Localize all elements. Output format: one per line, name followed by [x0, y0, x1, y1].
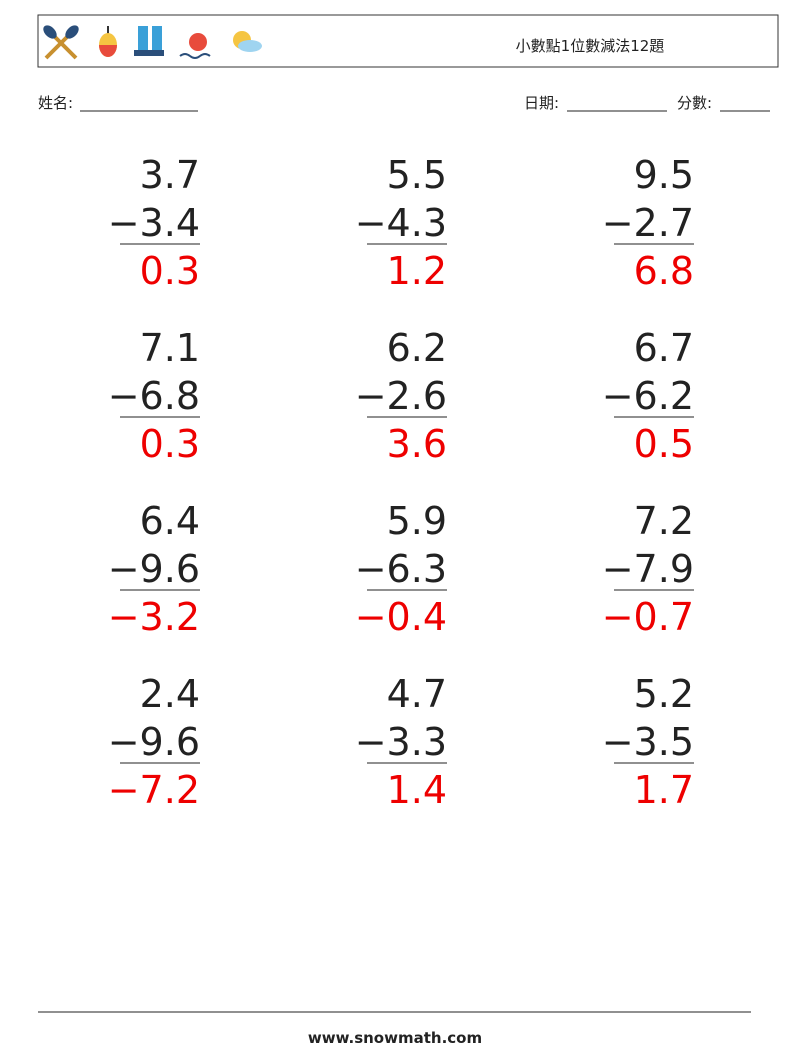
- problem-answer: 1.7: [634, 768, 694, 812]
- problem-bottom: −2.6: [355, 374, 447, 418]
- problem-answer: −0.4: [355, 595, 447, 639]
- date-label: 日期:: [524, 94, 559, 112]
- problem-answer: 3.6: [387, 422, 447, 466]
- problem-answer: −3.2: [108, 595, 200, 639]
- title: 小數點1位數減法12題: [516, 37, 665, 55]
- problem-answer: 1.2: [387, 249, 447, 293]
- problem-bottom: −9.6: [108, 720, 200, 764]
- problem-bottom: −6.3: [355, 547, 447, 591]
- problem-top: 5.5: [387, 153, 447, 197]
- problem-bottom: −3.4: [108, 201, 200, 245]
- header-icons: [43, 25, 262, 60]
- problem-bottom: −9.6: [108, 547, 200, 591]
- problem-bottom: −4.3: [355, 201, 447, 245]
- problem-top: 9.5: [634, 153, 694, 197]
- problem-bottom: −3.3: [355, 720, 447, 764]
- problems: 3.7−3.40.35.5−4.31.29.5−2.76.87.1−6.80.3…: [108, 153, 694, 812]
- problem-top: 3.7: [140, 153, 200, 197]
- problem-bottom: −6.8: [108, 374, 200, 418]
- problem-bottom: −2.7: [602, 201, 694, 245]
- problem-top: 6.2: [387, 326, 447, 370]
- problem-answer: 0.5: [634, 422, 694, 466]
- problem-top: 5.2: [634, 672, 694, 716]
- score-label: 分數:: [677, 94, 712, 112]
- problem-bottom: −6.2: [602, 374, 694, 418]
- footer-site: www.snowmath.com: [308, 1029, 482, 1047]
- problem-top: 4.7: [387, 672, 447, 716]
- problem-bottom: −3.5: [602, 720, 694, 764]
- header-box: [37, 14, 779, 68]
- problem-answer: −0.7: [602, 595, 694, 639]
- problem-top: 7.1: [140, 326, 200, 370]
- problem-top: 6.4: [140, 499, 200, 543]
- problem-top: 5.9: [387, 499, 447, 543]
- problem-answer: 1.4: [387, 768, 447, 812]
- problem-top: 6.7: [634, 326, 694, 370]
- problem-answer: −7.2: [108, 768, 200, 812]
- problem-answer: 0.3: [140, 422, 200, 466]
- problem-top: 7.2: [634, 499, 694, 543]
- problem-answer: 6.8: [634, 249, 694, 293]
- problem-answer: 0.3: [140, 249, 200, 293]
- name-label: 姓名:: [38, 94, 73, 112]
- problem-bottom: −7.9: [602, 547, 694, 591]
- problem-top: 2.4: [140, 672, 200, 716]
